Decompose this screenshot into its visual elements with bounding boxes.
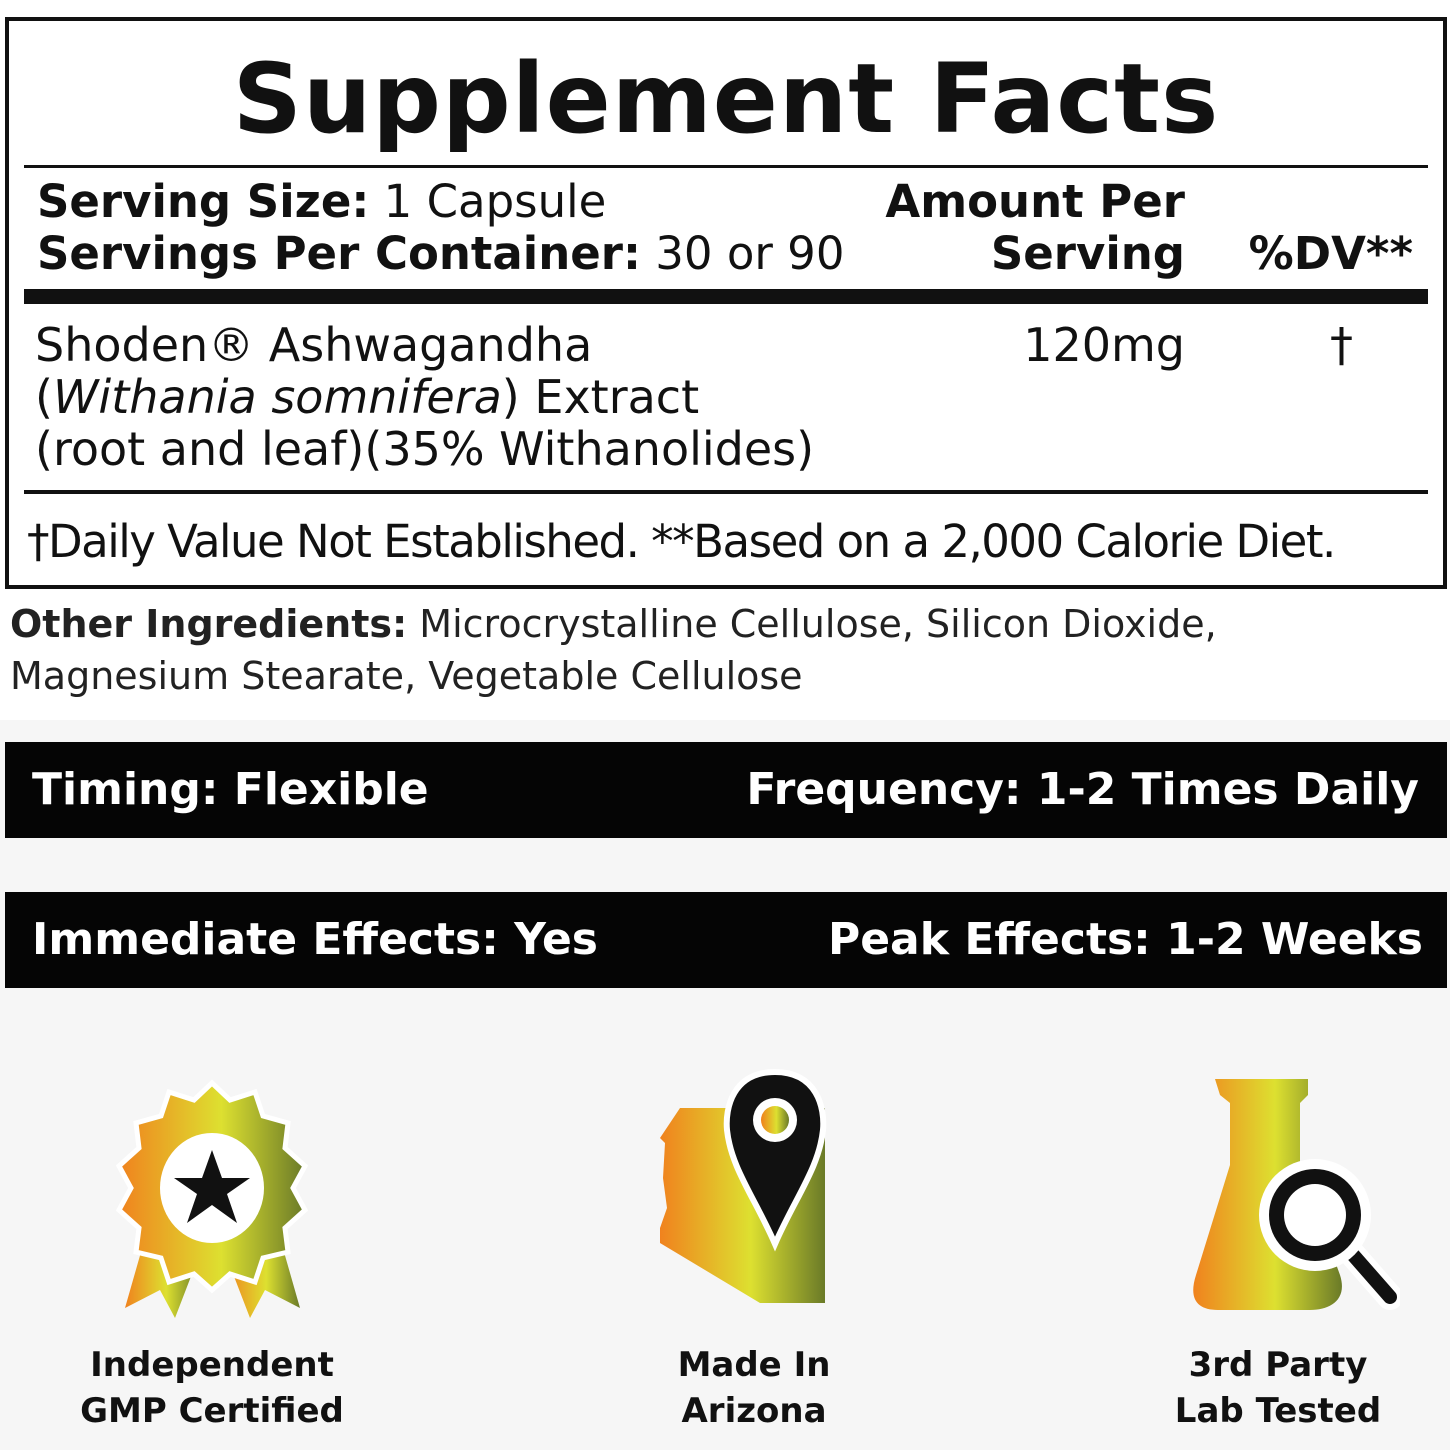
- badge-lab-tested: 3rd Party Lab Tested: [1078, 1342, 1450, 1434]
- divider: [24, 165, 1428, 168]
- amount-header-line2: Serving: [990, 227, 1185, 280]
- divider: [24, 490, 1428, 494]
- extract-text: Extract: [534, 370, 700, 424]
- other-ingredients-label: Other Ingredients:: [10, 602, 408, 646]
- ingredient-line2: (Withania somnifera) Extract: [35, 370, 700, 424]
- servings-label: Servings Per Container:: [37, 227, 641, 280]
- ingredient-name: Shoden® Ashwagandha (Withania somnifera)…: [35, 319, 814, 475]
- other-ingredients-value: Microcrystalline Cellulose, Silicon Diox…: [10, 602, 1217, 698]
- servings-per-container: Servings Per Container: 30 or 90: [37, 228, 844, 280]
- badge-line2: Lab Tested: [1174, 1391, 1382, 1431]
- award-ribbon-star-icon: [115, 1079, 309, 1318]
- ingredient-dv: †: [1330, 318, 1353, 372]
- badge-gmp-certified: Independent GMP Certified: [12, 1342, 412, 1434]
- timing-text: Timing: Flexible: [32, 764, 429, 815]
- serving-size: Serving Size: 1 Capsule: [37, 176, 606, 228]
- supplement-facts-panel: Supplement Facts Serving Size: 1 Capsule…: [5, 17, 1447, 589]
- amount-header-line1: Amount Per: [885, 175, 1185, 228]
- effects-bar: Immediate Effects: Yes Peak Effects: 1-2…: [5, 892, 1447, 988]
- badge-line2: Arizona: [681, 1391, 827, 1431]
- other-ingredients: Other Ingredients: Microcrystalline Cell…: [10, 598, 1310, 702]
- amount-per-serving-header: Amount Per Serving: [885, 176, 1185, 280]
- latin-name: Withania somnifera: [52, 370, 502, 424]
- timing-frequency-bar: Timing: Flexible Frequency: 1-2 Times Da…: [5, 742, 1447, 838]
- dv-header: %DV**: [1248, 227, 1413, 280]
- thick-divider: [24, 289, 1428, 304]
- badge-line1: Independent: [90, 1345, 334, 1385]
- badge-line1: 3rd Party: [1188, 1345, 1368, 1385]
- immediate-effects-text: Immediate Effects: Yes: [32, 914, 598, 965]
- ingredient-amount: 120mg: [1023, 318, 1185, 372]
- serving-size-value: 1 Capsule: [383, 175, 607, 228]
- panel-title: Supplement Facts: [232, 43, 1220, 155]
- badge-line2: GMP Certified: [80, 1391, 344, 1431]
- frequency-text: Frequency: 1-2 Times Daily: [746, 764, 1419, 815]
- peak-effects-text: Peak Effects: 1-2 Weeks: [827, 914, 1423, 965]
- badge-made-in-arizona: Made In Arizona: [554, 1342, 954, 1434]
- ingredient-line3: (root and leaf)(35% Withanolides): [35, 422, 815, 476]
- badge-line1: Made In: [677, 1345, 831, 1385]
- serving-size-label: Serving Size:: [37, 175, 370, 228]
- flask-magnifier-icon: [1193, 1079, 1400, 1310]
- ingredient-line1: Shoden® Ashwagandha: [35, 318, 593, 372]
- arizona-map-pin-icon: [660, 1068, 827, 1303]
- footnote: †Daily Value Not Established. **Based on…: [27, 515, 1336, 568]
- servings-value: 30 or 90: [655, 227, 845, 280]
